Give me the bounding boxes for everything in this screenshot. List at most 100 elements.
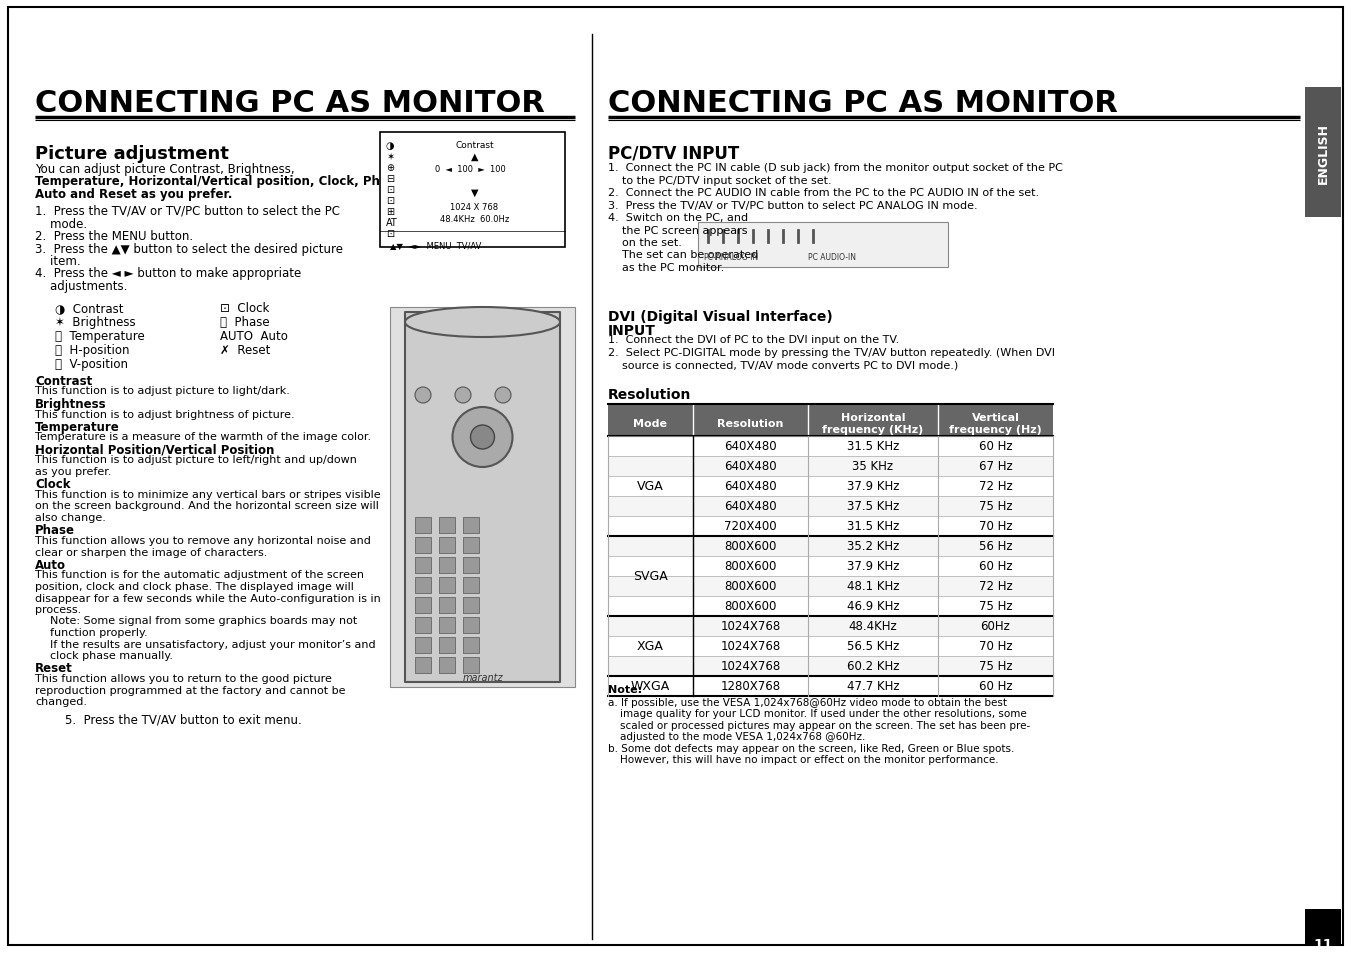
Text: 60Hz: 60Hz <box>981 619 1011 633</box>
Text: 70 Hz: 70 Hz <box>978 520 1012 533</box>
Text: AT: AT <box>386 218 397 228</box>
Text: 800X600: 800X600 <box>724 560 777 573</box>
Text: ✗  Reset: ✗ Reset <box>220 344 270 356</box>
Text: The set can be operated: The set can be operated <box>608 251 758 260</box>
Text: Phase: Phase <box>35 524 76 537</box>
Text: ⬜  V-position: ⬜ V-position <box>55 357 128 371</box>
Text: 31.5 KHz: 31.5 KHz <box>847 520 900 533</box>
Bar <box>415 537 431 554</box>
Text: This function is to adjust picture to left/right and up/down: This function is to adjust picture to le… <box>35 455 357 465</box>
Text: ✶: ✶ <box>386 152 394 162</box>
Bar <box>1305 88 1342 218</box>
Text: DVI (Digital Visual Interface): DVI (Digital Visual Interface) <box>608 310 832 324</box>
Text: 75 Hz: 75 Hz <box>978 500 1012 513</box>
Text: ⊡  Clock: ⊡ Clock <box>220 302 269 314</box>
Bar <box>608 597 1052 617</box>
Text: 60 Hz: 60 Hz <box>978 560 1012 573</box>
Text: 56 Hz: 56 Hz <box>978 540 1012 553</box>
Text: 75 Hz: 75 Hz <box>978 659 1012 673</box>
Text: ⊟: ⊟ <box>386 173 394 184</box>
Text: 1024X768: 1024X768 <box>720 659 781 673</box>
Bar <box>415 658 431 673</box>
Text: clear or sharpen the image of characters.: clear or sharpen the image of characters… <box>35 547 267 557</box>
Text: 60.2 KHz: 60.2 KHz <box>847 659 900 673</box>
Bar <box>439 658 455 673</box>
Text: ⎕  Phase: ⎕ Phase <box>220 315 270 329</box>
Text: Resolution: Resolution <box>717 418 784 429</box>
Bar <box>608 456 1052 476</box>
Text: 800X600: 800X600 <box>724 599 777 613</box>
Bar <box>415 578 431 594</box>
Bar <box>608 436 1052 456</box>
Text: 48.4KHz  60.0Hz: 48.4KHz 60.0Hz <box>440 214 509 224</box>
Text: This function is to minimize any vertical bars or stripes visible: This function is to minimize any vertica… <box>35 490 381 499</box>
Text: This function is to adjust picture to light/dark.: This function is to adjust picture to li… <box>35 386 290 396</box>
Text: ⊡: ⊡ <box>386 229 394 239</box>
Circle shape <box>453 408 512 468</box>
Text: 37.5 KHz: 37.5 KHz <box>847 500 900 513</box>
Bar <box>439 517 455 534</box>
Text: on the set.: on the set. <box>608 237 682 248</box>
Text: This function allows you to return to the good picture: This function allows you to return to th… <box>35 673 332 683</box>
Text: Temperature: Temperature <box>35 420 120 434</box>
Text: as you prefer.: as you prefer. <box>35 467 112 476</box>
Text: Vertical: Vertical <box>971 413 1020 422</box>
Bar <box>463 558 480 574</box>
Text: PC-ANALOG-IN: PC-ANALOG-IN <box>703 253 758 262</box>
Bar <box>439 618 455 634</box>
Text: ◑: ◑ <box>386 141 394 151</box>
Circle shape <box>470 426 494 450</box>
Text: Contrast: Contrast <box>455 141 494 150</box>
Bar <box>608 476 1052 497</box>
Text: ◑  Contrast: ◑ Contrast <box>55 302 123 314</box>
Text: 2.  Press the MENU button.: 2. Press the MENU button. <box>35 230 193 243</box>
Text: 1280X768: 1280X768 <box>720 679 781 693</box>
Text: 48.4KHz: 48.4KHz <box>848 619 897 633</box>
Text: 640X480: 640X480 <box>724 500 777 513</box>
Bar <box>608 657 1052 677</box>
Text: PC/DTV INPUT: PC/DTV INPUT <box>608 145 739 163</box>
Text: to the PC/DTV input socket of the set.: to the PC/DTV input socket of the set. <box>608 175 832 185</box>
Bar <box>405 313 561 682</box>
Text: 37.9 KHz: 37.9 KHz <box>847 480 900 493</box>
Text: adjustments.: adjustments. <box>35 280 127 293</box>
Bar <box>608 557 1052 577</box>
Bar <box>380 132 565 248</box>
Text: 72 Hz: 72 Hz <box>978 480 1012 493</box>
Bar <box>390 308 576 687</box>
Text: 5.  Press the TV/AV button to exit menu.: 5. Press the TV/AV button to exit menu. <box>65 713 301 726</box>
Text: disappear for a few seconds while the Auto-configuration is in: disappear for a few seconds while the Au… <box>35 593 381 603</box>
Text: changed.: changed. <box>35 697 86 706</box>
Bar <box>608 577 1052 597</box>
Circle shape <box>494 388 511 403</box>
Text: You can adjust picture Contrast, Brightness,: You can adjust picture Contrast, Brightn… <box>35 163 295 175</box>
Text: WXGA: WXGA <box>631 679 670 693</box>
Text: VGA: VGA <box>638 480 663 493</box>
Text: 1024X768: 1024X768 <box>720 619 781 633</box>
Text: 640X480: 640X480 <box>724 440 777 453</box>
Bar <box>439 537 455 554</box>
Text: 46.9 KHz: 46.9 KHz <box>847 599 900 613</box>
Text: 3.  Press the TV/AV or TV/PC button to select PC ANALOG IN mode.: 3. Press the TV/AV or TV/PC button to se… <box>608 200 978 211</box>
Text: ⬜  H-position: ⬜ H-position <box>55 344 130 356</box>
Text: 35 KHz: 35 KHz <box>852 460 893 473</box>
Text: 0  ◄  100  ►  100: 0 ◄ 100 ► 100 <box>435 165 505 173</box>
Text: ▲▼  ◄►  MENU  TV/AV: ▲▼ ◄► MENU TV/AV <box>390 241 481 250</box>
Text: Clock: Clock <box>35 478 70 491</box>
Text: 1024 X 768: 1024 X 768 <box>450 203 499 212</box>
Text: scaled or processed pictures may appear on the screen. The set has been pre-: scaled or processed pictures may appear … <box>620 720 1031 730</box>
Text: CONNECTING PC AS MONITOR: CONNECTING PC AS MONITOR <box>608 89 1117 117</box>
Bar <box>463 618 480 634</box>
Text: ⊡: ⊡ <box>386 185 394 194</box>
Text: 35.2 KHz: 35.2 KHz <box>847 540 900 553</box>
Text: ⛅  Temperature: ⛅ Temperature <box>55 330 145 343</box>
Text: 800X600: 800X600 <box>724 579 777 593</box>
Text: mode.: mode. <box>35 217 86 231</box>
Text: ⊡: ⊡ <box>386 195 394 206</box>
Text: also change.: also change. <box>35 513 105 522</box>
Text: reproduction programmed at the factory and cannot be: reproduction programmed at the factory a… <box>35 685 346 695</box>
Text: 31.5 KHz: 31.5 KHz <box>847 440 900 453</box>
Bar <box>415 598 431 614</box>
Text: 11: 11 <box>1313 937 1332 951</box>
Text: 800X600: 800X600 <box>724 540 777 553</box>
